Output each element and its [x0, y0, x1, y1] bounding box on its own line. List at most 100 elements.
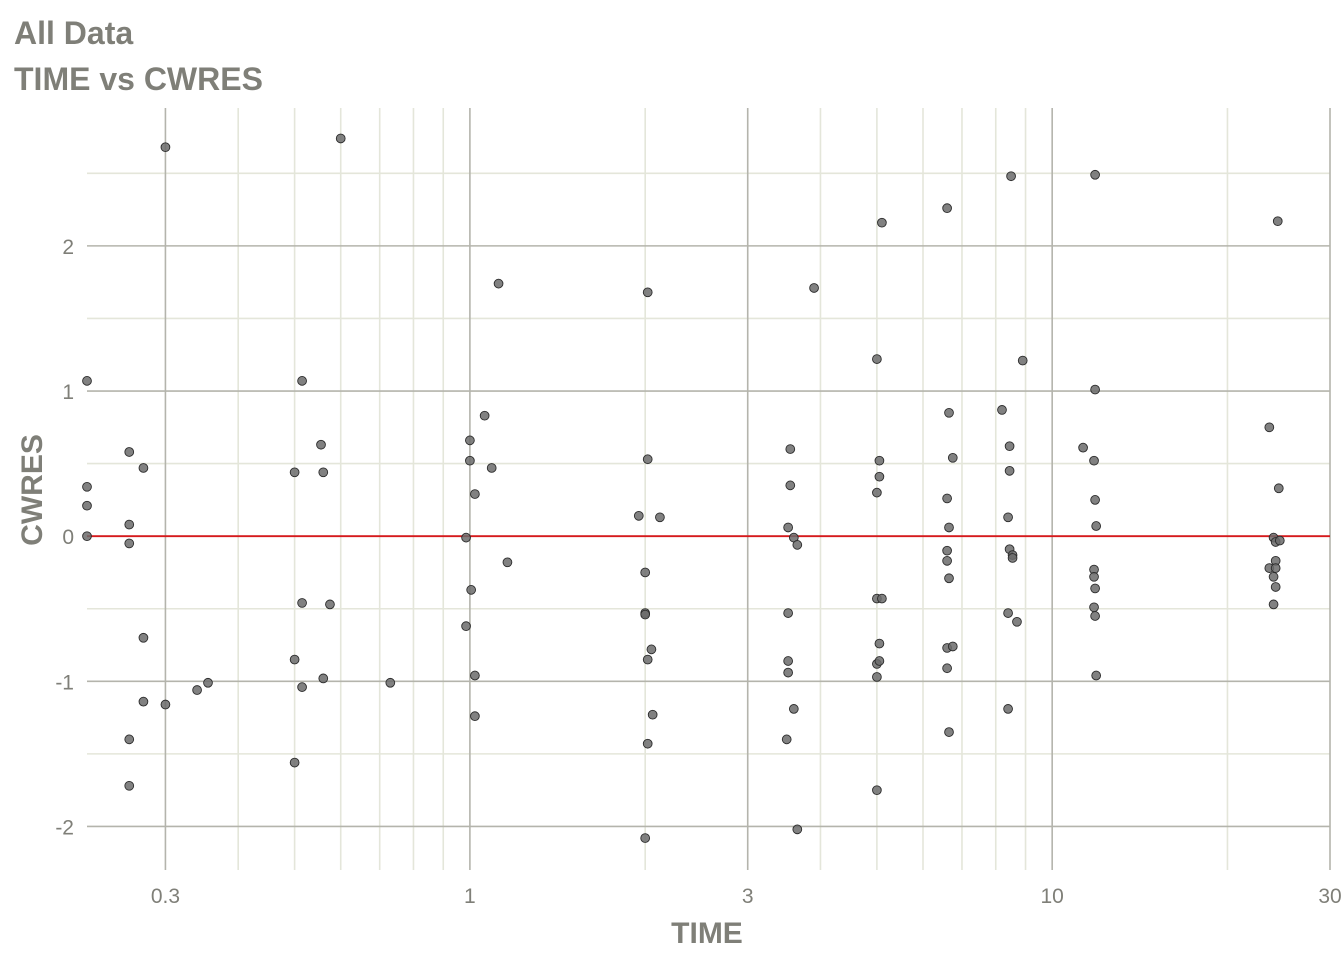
- data-point: [1003, 704, 1013, 714]
- data-point: [289, 654, 300, 665]
- data-point: [781, 734, 792, 745]
- data-points: [82, 133, 1285, 843]
- x-tick-label: 1: [464, 885, 476, 908]
- data-point: [874, 656, 885, 666]
- data-point: [1007, 553, 1018, 563]
- data-point: [318, 467, 329, 478]
- data-point: [647, 709, 658, 720]
- data-point: [160, 699, 171, 710]
- data-point: [465, 455, 475, 466]
- data-point: [82, 500, 92, 511]
- data-point: [461, 532, 471, 543]
- data-point: [785, 444, 796, 454]
- data-point: [1091, 670, 1102, 681]
- data-point: [493, 278, 504, 289]
- data-point: [1274, 535, 1285, 546]
- data-point: [942, 493, 952, 504]
- data-point: [1089, 571, 1099, 582]
- data-point: [642, 454, 653, 465]
- major-gridlines: [87, 108, 1331, 870]
- data-point: [640, 609, 651, 620]
- data-point: [486, 463, 497, 473]
- data-point: [470, 711, 480, 721]
- data-point: [138, 696, 149, 707]
- data-point: [646, 644, 657, 655]
- data-point: [997, 405, 1007, 415]
- y-tick-label: 0: [62, 526, 74, 549]
- x-axis-title: TIME: [671, 917, 743, 950]
- data-point: [1090, 611, 1100, 621]
- data-point: [947, 452, 958, 463]
- data-point: [297, 682, 307, 692]
- data-point: [138, 632, 149, 643]
- data-point: [1017, 355, 1028, 366]
- data-point: [385, 677, 396, 688]
- data-point: [82, 531, 92, 542]
- data-point: [203, 677, 213, 688]
- data-point: [942, 555, 952, 566]
- data-point: [942, 203, 952, 213]
- data-point: [289, 467, 300, 478]
- data-point: [1089, 602, 1099, 613]
- data-point: [1090, 495, 1100, 505]
- data-point: [479, 410, 490, 421]
- data-point: [1090, 169, 1100, 180]
- data-point: [1273, 483, 1284, 494]
- data-point: [640, 833, 651, 843]
- data-point: [792, 824, 803, 835]
- data-point: [1270, 582, 1281, 592]
- data-point: [318, 673, 329, 684]
- chart-title: All Data: [14, 15, 134, 51]
- data-point: [1091, 521, 1102, 531]
- data-point: [877, 593, 887, 604]
- data-point: [124, 519, 135, 530]
- data-point: [944, 522, 954, 533]
- data-point: [1004, 441, 1015, 452]
- y-axis-title: CWRES: [16, 434, 49, 546]
- data-point: [942, 545, 952, 556]
- data-point: [944, 407, 954, 418]
- data-point: [872, 672, 882, 682]
- y-tick-label: -2: [55, 816, 74, 839]
- data-point: [1003, 608, 1013, 618]
- data-point: [1004, 466, 1015, 476]
- data-point: [470, 670, 480, 681]
- data-point: [944, 727, 954, 737]
- data-point: [1270, 563, 1281, 573]
- data-point: [502, 557, 513, 568]
- x-tick-label: 0.3: [151, 885, 180, 908]
- data-point: [655, 512, 665, 523]
- data-point: [138, 463, 149, 473]
- data-point: [1089, 455, 1099, 466]
- data-point: [947, 641, 958, 652]
- data-point: [872, 354, 882, 364]
- data-point: [82, 376, 92, 386]
- data-point: [783, 656, 793, 666]
- data-point: [783, 522, 793, 533]
- data-point: [809, 283, 819, 293]
- data-point: [124, 780, 135, 791]
- y-tick-label: 2: [62, 236, 74, 259]
- x-tick-label: 3: [742, 885, 754, 908]
- data-point: [872, 487, 882, 498]
- data-point: [1268, 571, 1279, 582]
- data-point: [1268, 599, 1279, 610]
- data-point: [297, 376, 307, 386]
- data-point: [1012, 616, 1022, 627]
- data-point: [874, 638, 885, 649]
- data-point: [325, 599, 335, 610]
- data-point: [874, 471, 885, 482]
- data-point: [642, 654, 653, 665]
- data-point: [642, 738, 653, 749]
- data-point: [466, 585, 477, 595]
- data-point: [461, 621, 471, 632]
- data-point: [1090, 384, 1100, 395]
- data-point: [470, 489, 480, 499]
- data-point: [1006, 171, 1016, 182]
- x-tick-label: 10: [1041, 885, 1064, 908]
- data-point: [783, 667, 793, 678]
- data-point: [289, 757, 300, 768]
- data-point: [872, 785, 882, 796]
- data-point: [160, 142, 171, 153]
